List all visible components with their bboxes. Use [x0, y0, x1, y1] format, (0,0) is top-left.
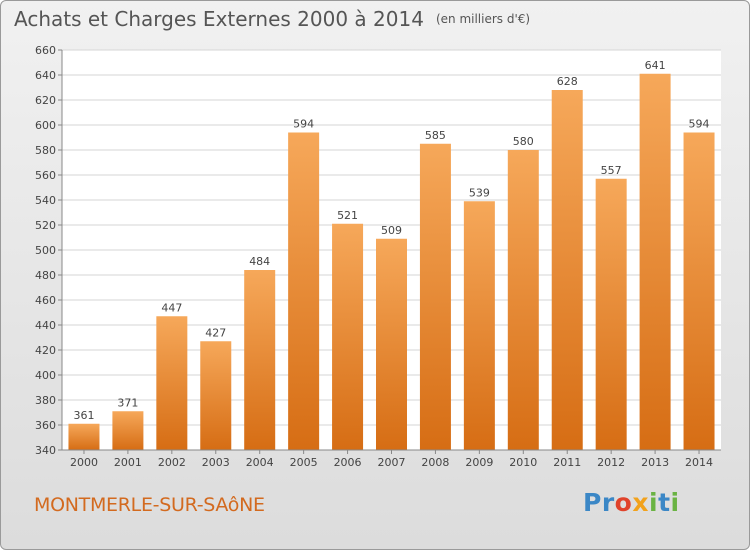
- y-tick-label: 520: [35, 219, 56, 232]
- x-axis: 2000 2001 2002 2003 2004 2005 2006 2007 2008 2009…: [62, 449, 721, 469]
- bar-2006: [332, 223, 364, 450]
- logo-letter: t: [658, 488, 671, 517]
- bar-2003: [200, 341, 232, 450]
- y-tick-label: 660: [35, 44, 56, 57]
- bar-2013: [639, 73, 671, 450]
- x-tick-label-2000: 2000: [70, 456, 98, 469]
- y-tick-label: 500: [35, 244, 56, 257]
- y-tick-label: 440: [35, 319, 56, 332]
- bar-2009: [463, 201, 495, 450]
- value-label-2004: 484: [249, 255, 270, 268]
- x-tick-label-2005: 2005: [290, 456, 318, 469]
- chart-title: Achats et Charges Externes 2000 à 2014 (e…: [14, 7, 530, 31]
- bar-2011: [551, 90, 583, 450]
- chart-title-text: Achats et Charges Externes 2000 à 2014: [14, 7, 424, 31]
- bar-2007: [376, 238, 407, 450]
- value-label-2006: 521: [337, 209, 358, 222]
- y-tick-label: 340: [35, 444, 56, 457]
- y-tick-label: 560: [35, 169, 56, 182]
- chart-unit: (en milliers d'€): [435, 12, 531, 26]
- logo-letter: o: [614, 488, 633, 517]
- bar-2005: [288, 132, 320, 450]
- logo-letter: r: [601, 488, 615, 517]
- value-label-2002: 447: [161, 301, 182, 314]
- x-tick-label-2004: 2004: [246, 456, 274, 469]
- y-tick-label: 360: [35, 419, 56, 432]
- bars: [68, 73, 715, 450]
- y-axis: 340 360 380 400 420 440 460 480 500 520 540 560 580 6…: [35, 44, 63, 457]
- logo-letter: P: [583, 488, 602, 517]
- bar-2004: [244, 270, 276, 450]
- y-tick-label: 400: [35, 369, 56, 382]
- x-tick-label-2003: 2003: [202, 456, 230, 469]
- value-label-2008: 585: [425, 129, 446, 142]
- y-tick-label: 600: [35, 119, 56, 132]
- x-tick-label-2012: 2012: [597, 456, 625, 469]
- bar-2012: [595, 178, 627, 450]
- x-tick-label-2002: 2002: [158, 456, 186, 469]
- y-tick-label: 540: [35, 194, 56, 207]
- x-tick-label-2001: 2001: [114, 456, 142, 469]
- bar-2000: [68, 423, 100, 450]
- x-tick-label-2008: 2008: [421, 456, 449, 469]
- value-label-2000: 361: [73, 409, 94, 422]
- bar-2002: [156, 316, 188, 450]
- value-label-2009: 539: [469, 186, 490, 199]
- proxiti-logo: Proxiti: [583, 488, 680, 517]
- logo-letter: x: [632, 488, 649, 517]
- y-tick-label: 460: [35, 294, 56, 307]
- value-labels: 361 371 447 427 484 594 521 509 585 539 580 628 557 6…: [73, 59, 709, 422]
- bar-2001: [112, 411, 144, 450]
- commune-name: MONTMERLE-SUR-SAôNE: [34, 494, 265, 516]
- y-tick-label: 380: [35, 394, 56, 407]
- y-tick-label: 580: [35, 144, 56, 157]
- value-label-2007: 509: [381, 224, 402, 237]
- x-tick-label-2006: 2006: [334, 456, 362, 469]
- y-tick-label: 420: [35, 344, 56, 357]
- value-label-2011: 628: [557, 75, 578, 88]
- x-tick-label-2014: 2014: [685, 456, 713, 469]
- x-tick-label-2011: 2011: [553, 456, 581, 469]
- x-tick-label-2010: 2010: [509, 456, 537, 469]
- y-tick-label: 640: [35, 69, 56, 82]
- y-tick-label: 480: [35, 269, 56, 282]
- logo-letter: i: [649, 488, 659, 517]
- bar-2014: [683, 132, 715, 450]
- x-tick-label-2009: 2009: [465, 456, 493, 469]
- x-tick-label-2013: 2013: [641, 456, 669, 469]
- value-label-2012: 557: [601, 164, 622, 177]
- value-label-2010: 580: [513, 135, 534, 148]
- value-label-2003: 427: [205, 326, 226, 339]
- value-label-2005: 594: [293, 118, 314, 131]
- bar-2010: [507, 150, 539, 450]
- y-tick-label: 620: [35, 94, 56, 107]
- value-label-2013: 641: [645, 59, 666, 72]
- value-label-2001: 371: [117, 396, 138, 409]
- bar-2008: [419, 143, 451, 450]
- value-label-2014: 594: [689, 118, 710, 131]
- logo-letter: i: [670, 488, 680, 517]
- x-tick-label-2007: 2007: [378, 456, 406, 469]
